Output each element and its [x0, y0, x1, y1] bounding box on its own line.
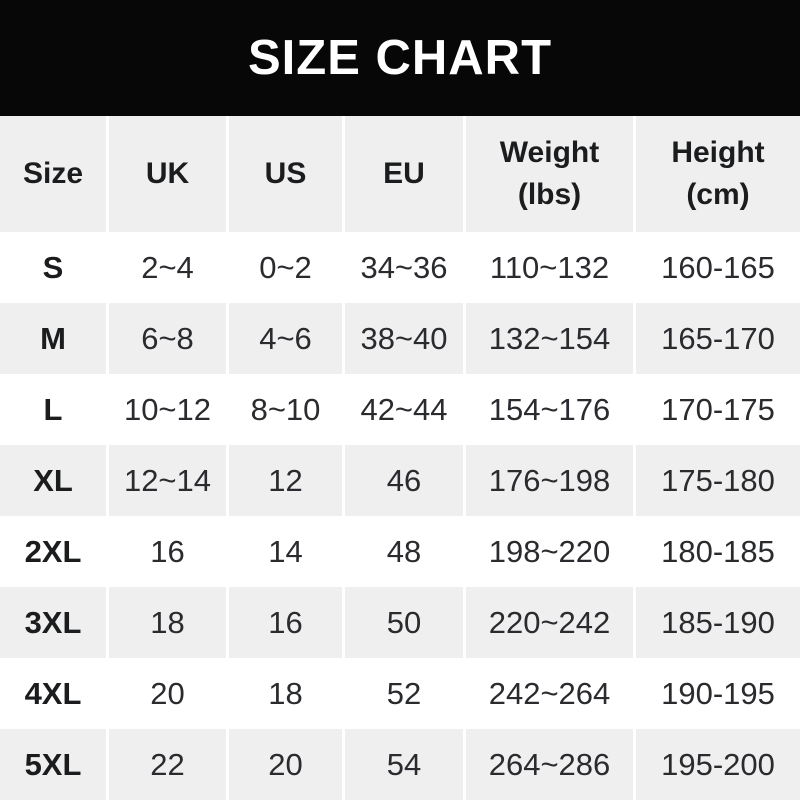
eu-cell: 38~40 — [342, 303, 463, 374]
table-row-m: M 6~8 4~6 38~40 132~154 165-170 — [0, 303, 800, 374]
column-header-weight: Weight (lbs) — [463, 116, 633, 232]
table-row-2xl: 2XL 16 14 48 198~220 180-185 — [0, 516, 800, 587]
us-cell: 14 — [226, 516, 342, 587]
height-cell: 160-165 — [633, 232, 800, 303]
uk-cell: 6~8 — [106, 303, 226, 374]
size-cell: 5XL — [24, 746, 82, 782]
size-cell: XL — [33, 462, 73, 498]
height-cell: 190-195 — [633, 658, 800, 729]
weight-cell: 264~286 — [463, 729, 633, 800]
size-cell: S — [42, 249, 64, 285]
eu-cell: 52 — [342, 658, 463, 729]
table-row-l: L 10~12 8~10 42~44 154~176 170-175 — [0, 374, 800, 445]
eu-cell: 48 — [342, 516, 463, 587]
size-cell: 3XL — [24, 604, 82, 640]
us-cell: 0~2 — [226, 232, 342, 303]
weight-cell: 198~220 — [463, 516, 633, 587]
uk-cell: 12~14 — [106, 445, 226, 516]
weight-cell: 220~242 — [463, 587, 633, 658]
eu-cell: 46 — [342, 445, 463, 516]
us-cell: 20 — [226, 729, 342, 800]
uk-cell: 20 — [106, 658, 226, 729]
weight-cell: 132~154 — [463, 303, 633, 374]
us-cell: 4~6 — [226, 303, 342, 374]
height-cell: 175-180 — [633, 445, 800, 516]
size-cell: 4XL — [24, 675, 82, 711]
table-row-xl: XL 12~14 12 46 176~198 175-180 — [0, 445, 800, 516]
column-header-uk: UK — [106, 116, 226, 232]
height-cell: 165-170 — [633, 303, 800, 374]
uk-cell: 2~4 — [106, 232, 226, 303]
column-header-size: Size — [22, 157, 84, 190]
table-row-4xl: 4XL 20 18 52 242~264 190-195 — [0, 658, 800, 729]
size-cell: L — [43, 391, 63, 427]
title-banner: SIZE CHART — [0, 0, 800, 116]
weight-cell: 154~176 — [463, 374, 633, 445]
uk-cell: 22 — [106, 729, 226, 800]
size-chart-table: Size UK US EU Weight (lbs) Height (cm) S… — [0, 116, 800, 800]
eu-cell: 50 — [342, 587, 463, 658]
table-row-s: S 2~4 0~2 34~36 110~132 160-165 — [0, 232, 800, 303]
height-cell: 195-200 — [633, 729, 800, 800]
eu-cell: 42~44 — [342, 374, 463, 445]
us-cell: 18 — [226, 658, 342, 729]
table-header-row: Size UK US EU Weight (lbs) Height (cm) — [0, 116, 800, 232]
uk-cell: 10~12 — [106, 374, 226, 445]
weight-cell: 110~132 — [463, 232, 633, 303]
size-cell: M — [40, 320, 66, 356]
table-row-3xl: 3XL 18 16 50 220~242 185-190 — [0, 587, 800, 658]
uk-cell: 18 — [106, 587, 226, 658]
us-cell: 16 — [226, 587, 342, 658]
height-cell: 170-175 — [633, 374, 800, 445]
size-cell: 2XL — [24, 533, 82, 569]
eu-cell: 54 — [342, 729, 463, 800]
us-cell: 8~10 — [226, 374, 342, 445]
column-header-us: US — [226, 116, 342, 232]
weight-cell: 176~198 — [463, 445, 633, 516]
table-row-5xl: 5XL 22 20 54 264~286 195-200 — [0, 729, 800, 800]
weight-cell: 242~264 — [463, 658, 633, 729]
uk-cell: 16 — [106, 516, 226, 587]
page-title: SIZE CHART — [248, 31, 552, 85]
column-header-eu: EU — [342, 116, 463, 232]
eu-cell: 34~36 — [342, 232, 463, 303]
height-cell: 185-190 — [633, 587, 800, 658]
column-header-height: Height (cm) — [633, 116, 800, 232]
height-cell: 180-185 — [633, 516, 800, 587]
us-cell: 12 — [226, 445, 342, 516]
